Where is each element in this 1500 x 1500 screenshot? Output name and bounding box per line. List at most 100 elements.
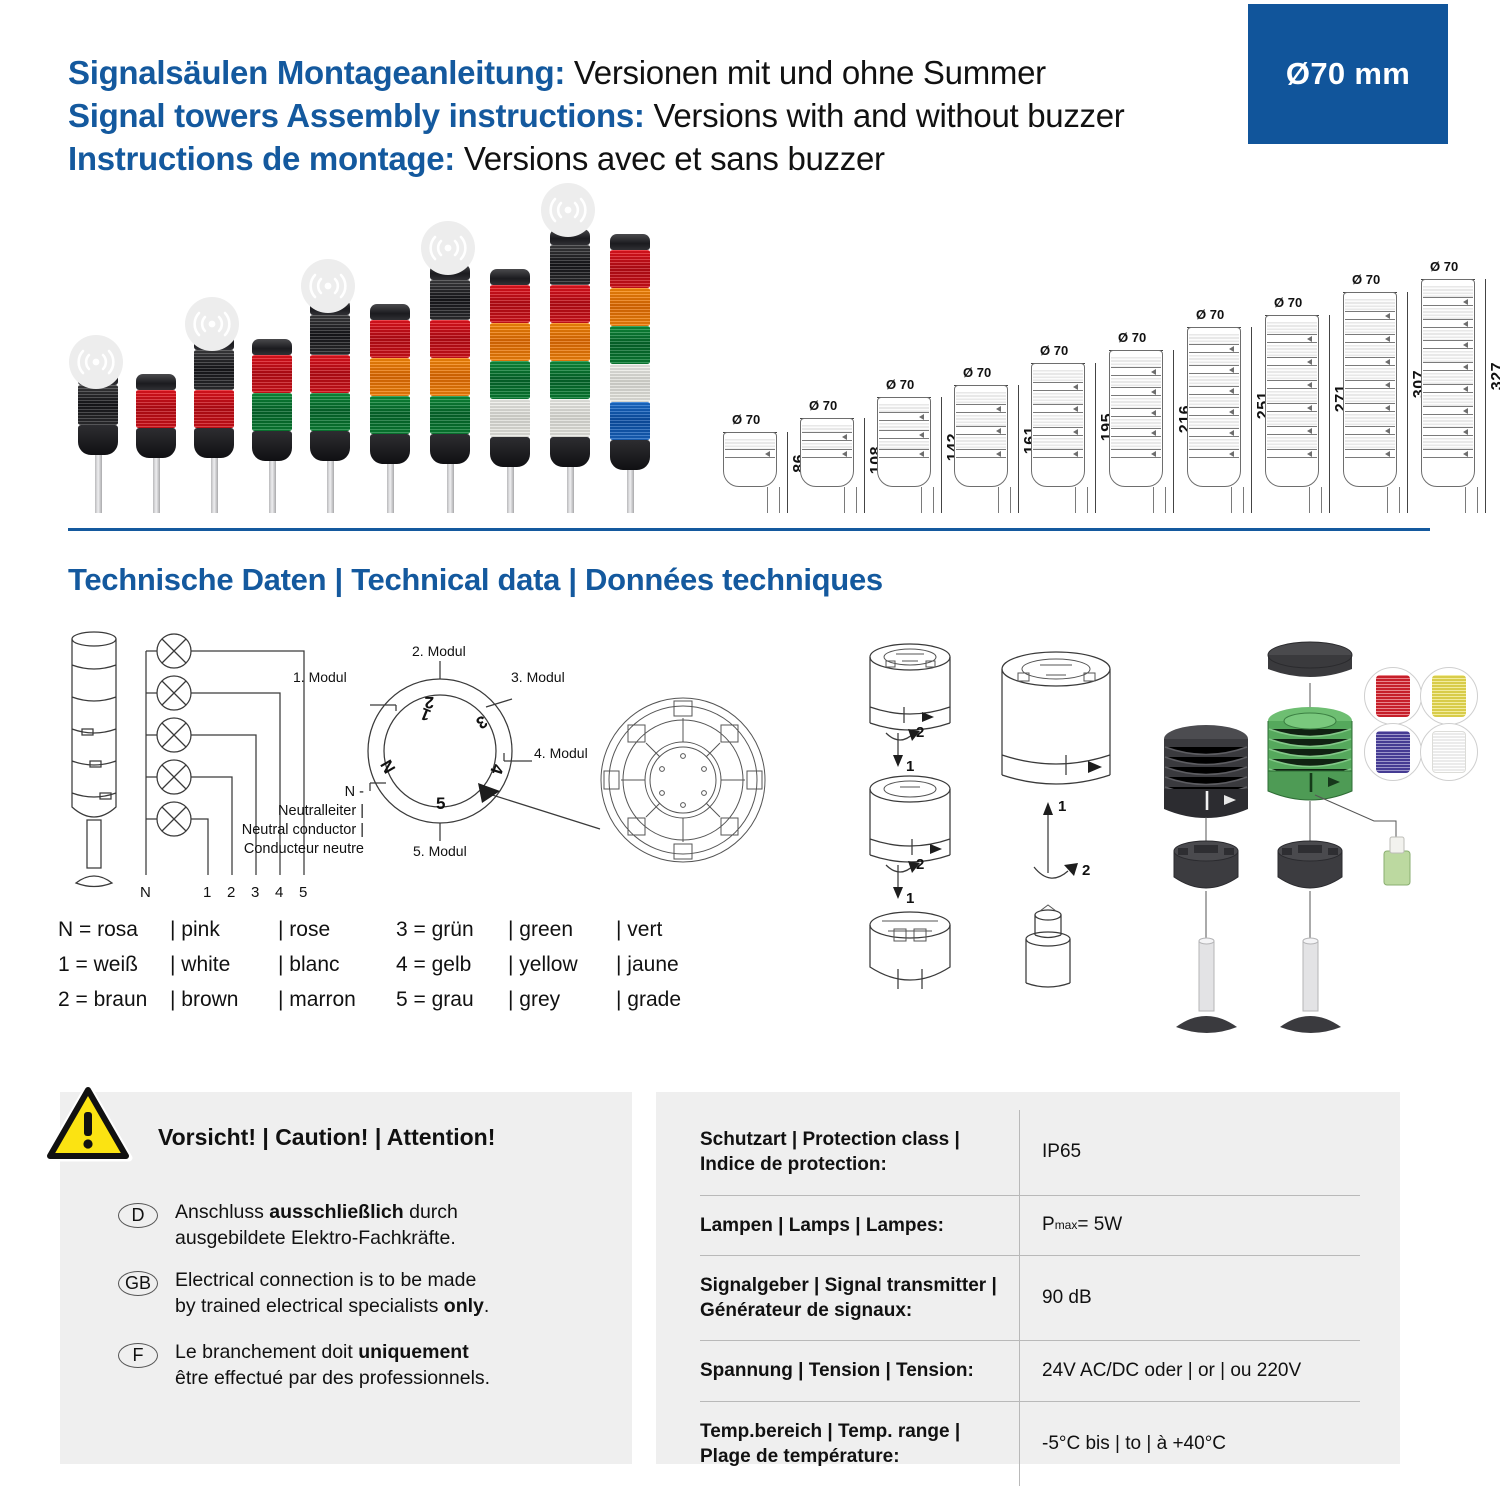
tower-base xyxy=(430,434,470,464)
spec-row-4: Spannung | Tension | Tension: 24V AC/DC o… xyxy=(700,1341,1360,1402)
signal-tower-8 xyxy=(490,269,530,513)
diameter-label-4: Ø 70 xyxy=(963,365,992,380)
caution-item-d: D Anschluss ausschließlich durch ausgebild… xyxy=(118,1200,458,1252)
buzzer-module xyxy=(550,245,590,285)
module-middle xyxy=(869,775,951,863)
signal-tower-10 xyxy=(610,234,650,513)
buzzer-icon xyxy=(301,259,355,313)
caution-item-gb: GB Electrical connection is to be made by … xyxy=(118,1268,489,1320)
light-module-orange xyxy=(430,358,470,396)
mounting-pole xyxy=(94,455,102,513)
spec-value-5: -5°C bis | to | à +40°C xyxy=(1042,1432,1227,1454)
neutral-conductor-note: N - Neutralleiter | Neutral conductor | … xyxy=(224,783,364,858)
title-de-rest: Versionen mit und ohne Summer xyxy=(565,54,1046,91)
diameter-badge: Ø70 mm xyxy=(1248,4,1448,144)
dimension-drawing-10: Ø 70 327 xyxy=(1421,259,1500,513)
diameter-label-7: Ø 70 xyxy=(1196,307,1225,322)
dimension-drawing-9: Ø 70 307 xyxy=(1343,272,1443,513)
title-line-fr: Instructions de montage: Versions avec e… xyxy=(68,138,1228,181)
mounting-pole xyxy=(152,458,160,513)
spec-row-5: Temp.bereich | Temp. range | Plage de tem… xyxy=(700,1401,1360,1487)
mounting-pole xyxy=(326,461,334,513)
tower-base xyxy=(610,440,650,470)
terminal-label-5: 5 xyxy=(299,884,307,901)
mounting-pole xyxy=(506,467,514,513)
buzzer-module xyxy=(430,280,470,320)
height-label-10: 327 xyxy=(1489,362,1500,391)
dimension-drawing-6: Ø 70 216 xyxy=(1109,330,1209,513)
light-module-clear xyxy=(490,399,530,437)
pole-outline-5 xyxy=(1074,487,1088,513)
pole-outline-3 xyxy=(920,487,934,513)
lang-badge-d: D xyxy=(118,1203,158,1228)
dimension-drawing-5: Ø 70 195 xyxy=(1031,343,1131,513)
buzzer-icon xyxy=(69,335,123,389)
title-en-rest: Versions with and without buzzer xyxy=(644,96,1125,134)
light-module-green xyxy=(370,396,410,434)
technical-data-title: Technische Daten | Technical data | Donn… xyxy=(68,562,883,597)
legend-num-de: 4 = gelb xyxy=(396,953,472,976)
signal-tower-2 xyxy=(136,374,176,513)
legend-row-left-2: 1 = weiß | white | blanc xyxy=(58,953,340,976)
mounting-pole xyxy=(210,458,218,513)
spec-key-3: Signalgeber | Signal transmitter | Généra… xyxy=(700,1255,1020,1341)
spec-row-1: Schutzart | Protection class | Indice de … xyxy=(700,1110,1360,1196)
light-module-clear xyxy=(550,399,590,437)
spec-key-2: Lampen | Lamps | Lampes: xyxy=(700,1195,1020,1255)
svg-text:2: 2 xyxy=(916,724,924,741)
light-module-red xyxy=(610,250,650,288)
pole-outline-9 xyxy=(1386,487,1400,513)
tower-base xyxy=(194,428,234,458)
title-fr-rest: Versions avec et sans buzzer xyxy=(455,139,885,177)
terminal-label-3: 3 xyxy=(251,884,259,901)
lens-color-option-clear xyxy=(1420,723,1478,781)
specifications-panel: Schutzart | Protection class | Indice de … xyxy=(656,1092,1400,1487)
dimension-drawing-1: Ø 7086 xyxy=(723,412,823,513)
pole-outline-6 xyxy=(1152,487,1166,513)
light-module-red xyxy=(136,390,176,428)
base-connector-detail xyxy=(598,695,768,870)
lens-color-option-blue xyxy=(1364,723,1422,781)
tower-outline-5 xyxy=(1031,363,1085,487)
dimension-drawing-4: Ø 70161 xyxy=(954,365,1054,513)
bulb-part xyxy=(1383,836,1411,886)
pole-outline-1 xyxy=(766,487,780,513)
caution-title: Vorsicht! | Caution! | Attention! xyxy=(158,1124,496,1150)
light-module-orange xyxy=(490,323,530,361)
tower-cap xyxy=(610,234,650,250)
spec-value-3: 90 dB xyxy=(1042,1287,1092,1309)
socket-center xyxy=(1277,840,1343,889)
legend-row-left-1: N = rosa | pink | rose xyxy=(58,918,331,941)
spec-key-4: Spannung | Tension | Tension: xyxy=(700,1341,1020,1401)
pole-outline-7 xyxy=(1230,487,1244,513)
light-module-green xyxy=(252,393,292,431)
diameter-label-1: Ø 70 xyxy=(732,412,761,427)
tower-base xyxy=(78,425,118,455)
mounting-pole xyxy=(446,464,454,513)
tower-silhouette-icon xyxy=(71,631,117,888)
tower-cap xyxy=(136,374,176,390)
tower-cap xyxy=(370,304,410,320)
neutral-note-line-1: N - xyxy=(344,784,364,800)
assembly-sequence-stack: 2 1 2 1 xyxy=(852,637,982,1042)
pole-center xyxy=(1280,937,1341,1033)
technical-drawings: N 1 2 3 4 5 xyxy=(0,615,1500,1045)
module-label-2: 2. Modul xyxy=(412,643,466,659)
spec-key-1: Schutzart | Protection class | Indice de … xyxy=(700,1110,1020,1195)
light-module-clear xyxy=(610,364,650,402)
diameter-label-5: Ø 70 xyxy=(1040,343,1069,358)
light-module-red xyxy=(194,390,234,428)
lang-badge-gb: GB xyxy=(118,1271,158,1296)
mounting-pole xyxy=(566,467,574,513)
tower-outline-9 xyxy=(1343,292,1397,487)
specifications-table: Schutzart | Protection class | Indice de … xyxy=(700,1110,1360,1487)
neutral-note-line-3: Neutral conductor | xyxy=(241,821,364,838)
svg-text:3: 3 xyxy=(473,712,491,733)
buzzer-module xyxy=(310,315,350,355)
tower-outline-4 xyxy=(954,385,1008,487)
diameter-label-10: Ø 70 xyxy=(1430,259,1459,274)
light-module-red xyxy=(430,320,470,358)
